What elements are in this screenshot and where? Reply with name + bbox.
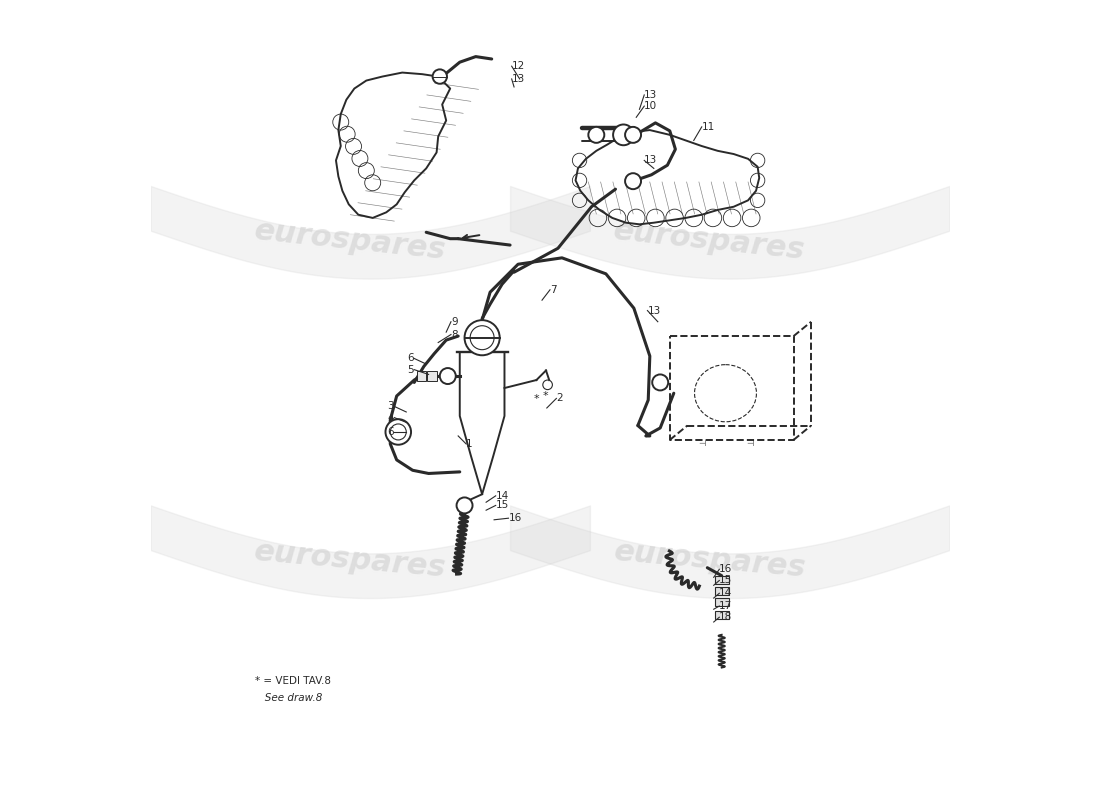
Text: 18: 18: [719, 612, 733, 622]
Text: 11: 11: [702, 122, 715, 132]
Text: 17: 17: [719, 601, 733, 611]
Text: 4: 4: [387, 413, 394, 422]
Text: 8: 8: [451, 330, 458, 339]
Text: 13: 13: [645, 155, 658, 166]
Text: 9: 9: [451, 317, 458, 326]
Text: ⊣: ⊣: [746, 439, 754, 448]
Bar: [427, 371, 437, 381]
Circle shape: [385, 419, 411, 445]
Text: 15: 15: [496, 501, 509, 510]
Text: ⊣: ⊣: [698, 439, 705, 448]
Circle shape: [625, 173, 641, 189]
Circle shape: [432, 70, 447, 84]
Text: 12: 12: [512, 61, 525, 71]
Circle shape: [456, 498, 473, 514]
Text: *: *: [534, 394, 540, 403]
Text: 13: 13: [648, 306, 661, 315]
Bar: [715, 598, 729, 606]
Text: See draw.8: See draw.8: [254, 693, 322, 703]
Circle shape: [652, 374, 668, 390]
Circle shape: [588, 127, 604, 143]
Text: 10: 10: [645, 101, 658, 111]
Text: *: *: [542, 391, 549, 401]
Circle shape: [613, 125, 634, 146]
Circle shape: [440, 368, 455, 384]
Text: eurospares: eurospares: [253, 216, 448, 265]
Text: 7: 7: [550, 285, 557, 294]
Text: 16: 16: [508, 513, 521, 523]
Text: 3: 3: [387, 402, 394, 411]
Text: eurospares: eurospares: [613, 216, 807, 265]
Bar: [715, 587, 729, 595]
Bar: [715, 611, 729, 619]
Text: 5: 5: [408, 365, 415, 374]
Text: 13: 13: [645, 90, 658, 100]
Circle shape: [464, 320, 499, 355]
Text: 6: 6: [387, 427, 394, 437]
Text: 1: 1: [466, 439, 473, 449]
Circle shape: [625, 127, 641, 143]
Text: eurospares: eurospares: [613, 537, 807, 582]
Text: 13: 13: [512, 74, 525, 84]
Text: 16: 16: [719, 564, 733, 574]
Text: eurospares: eurospares: [253, 537, 448, 582]
Text: 14: 14: [719, 588, 733, 598]
Bar: [417, 371, 426, 381]
Bar: [715, 576, 729, 584]
Text: 15: 15: [719, 575, 733, 586]
Text: 6: 6: [408, 354, 415, 363]
Text: 2: 2: [557, 394, 563, 403]
Text: * = VEDI TAV.8: * = VEDI TAV.8: [254, 675, 330, 686]
Text: 14: 14: [496, 491, 509, 501]
